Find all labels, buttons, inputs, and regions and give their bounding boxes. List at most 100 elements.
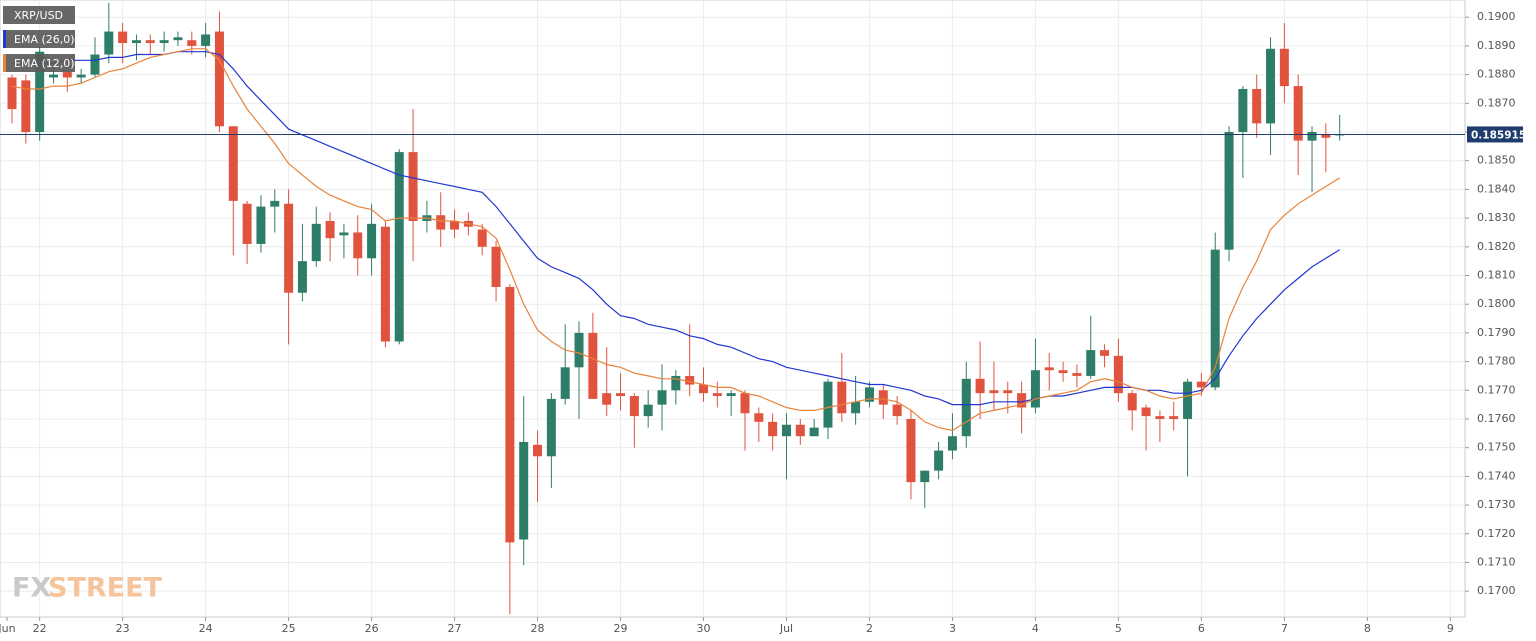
candle-body: [906, 418, 916, 483]
x-tick-label: 5: [1115, 622, 1122, 635]
y-tick-label: 0.1850: [1477, 154, 1516, 167]
candle-body: [947, 436, 957, 451]
x-tick-label: 26: [365, 622, 379, 635]
legend-box: [3, 54, 75, 72]
candle-body: [270, 200, 280, 207]
x-tick-label: 25: [282, 622, 296, 635]
y-tick-label: 0.1760: [1477, 412, 1516, 425]
candle-body: [809, 427, 819, 437]
candle-body: [284, 203, 294, 293]
logo-fx: FX: [12, 573, 51, 604]
x-tick-label: 9: [1447, 622, 1454, 635]
legend-box: [3, 30, 75, 48]
y-tick-label: 0.1710: [1477, 555, 1516, 568]
candle-body: [145, 40, 155, 44]
y-tick-label: 0.1740: [1477, 469, 1516, 482]
candle-body: [657, 390, 667, 405]
candle-body: [436, 215, 446, 230]
candle-body: [201, 34, 211, 46]
candle-body: [864, 387, 874, 402]
ema-line: [12, 51, 1341, 406]
x-tick-label: Jul: [779, 622, 793, 635]
candle-body: [892, 404, 902, 417]
candle-body: [961, 378, 971, 437]
candle-body: [505, 286, 515, 543]
candle-body: [159, 40, 169, 44]
candle-body: [989, 390, 999, 394]
candle-body: [76, 74, 86, 78]
candle-body: [1100, 350, 1110, 356]
y-tick-label: 0.1780: [1477, 355, 1516, 368]
x-tick-label: 8: [1364, 622, 1371, 635]
candle-body: [48, 74, 58, 78]
candle-body: [131, 40, 141, 44]
candle-body: [214, 31, 224, 127]
legend-label: EMA (12,0): [14, 57, 75, 70]
candle-body: [187, 40, 197, 46]
candle-body: [62, 71, 72, 78]
x-tick-label: 3: [949, 622, 956, 635]
candle-body: [1252, 88, 1262, 124]
candle-body: [519, 441, 529, 540]
candle-body: [588, 332, 598, 399]
candle-body: [837, 381, 847, 414]
candle-body: [297, 261, 307, 293]
y-tick-label: 0.1880: [1477, 68, 1516, 81]
candle-body: [1072, 373, 1082, 376]
x-tick-label: 4: [1032, 622, 1039, 635]
candle-body: [1183, 381, 1193, 419]
y-tick-label: 0.1720: [1477, 527, 1516, 540]
candle-body: [339, 232, 349, 236]
candle-body: [1003, 390, 1013, 394]
y-tick-label: 0.1700: [1477, 584, 1516, 597]
x-tick-label: Jun: [0, 622, 16, 635]
ema-line: [11, 48, 1341, 432]
candle-body: [1224, 132, 1234, 250]
candle-body: [560, 367, 570, 399]
candle-body: [104, 31, 114, 55]
y-tick-label: 0.1870: [1477, 96, 1516, 109]
candle-body: [643, 404, 653, 417]
y-tick-label: 0.1750: [1477, 441, 1516, 454]
candle-body: [712, 393, 722, 397]
y-tick-label: 0.1730: [1477, 498, 1516, 511]
candle-body: [1196, 381, 1206, 388]
candle-body: [574, 332, 584, 368]
candle-body: [491, 246, 501, 287]
y-tick-label: 0.1810: [1477, 268, 1516, 281]
candle-body: [1169, 416, 1179, 419]
y-tick-label: 0.1900: [1477, 10, 1516, 23]
candle-body: [477, 229, 487, 247]
candle-body: [823, 381, 833, 428]
candle-body: [685, 375, 695, 385]
candle-body: [90, 54, 100, 75]
y-tick-label: 0.1790: [1477, 326, 1516, 339]
candle-body: [975, 378, 985, 394]
candle-body: [380, 226, 390, 342]
x-tick-label: 29: [614, 622, 628, 635]
candle-body: [546, 398, 556, 457]
x-tick-label: 22: [33, 622, 47, 635]
candle-body: [795, 424, 805, 437]
candle-body: [1155, 416, 1165, 419]
x-tick-label: 23: [116, 622, 130, 635]
last-price-label: 0.185915: [1471, 129, 1526, 141]
candle-body: [1210, 249, 1220, 388]
legend-box: [3, 6, 75, 24]
candle-body: [1321, 134, 1331, 138]
candle-body: [533, 444, 543, 457]
x-tick-label: 7: [1281, 622, 1288, 635]
candle-body: [1238, 88, 1248, 133]
candle-body: [671, 375, 681, 391]
candle-body: [228, 126, 238, 201]
candle-body: [367, 223, 377, 259]
x-tick-label: 6: [1198, 622, 1205, 635]
candle-body: [256, 206, 266, 244]
y-tick-label: 0.1840: [1477, 182, 1516, 195]
legend-swatch: [3, 54, 6, 72]
candle-body: [1307, 132, 1317, 141]
x-tick-label: 27: [448, 622, 462, 635]
candle-body: [768, 421, 778, 437]
candle-body: [629, 396, 639, 417]
